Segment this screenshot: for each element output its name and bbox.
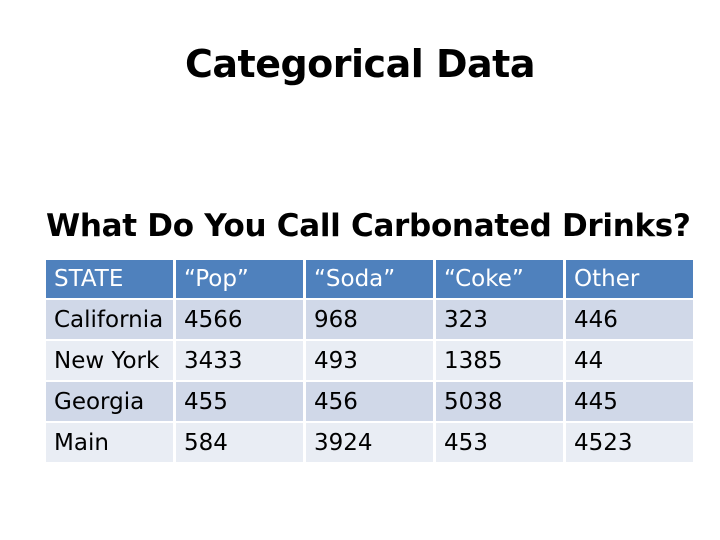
header-other: Other: [566, 260, 693, 300]
cell-pop: 3433: [176, 341, 306, 382]
cell-other: 446: [566, 300, 693, 341]
cell-soda: 493: [306, 341, 436, 382]
cell-coke: 1385: [436, 341, 566, 382]
table-row: New York 3433 493 1385 44: [46, 341, 693, 382]
cell-other: 44: [566, 341, 693, 382]
header-soda: “Soda”: [306, 260, 436, 300]
cell-coke: 323: [436, 300, 566, 341]
cell-coke: 5038: [436, 382, 566, 423]
cell-other: 445: [566, 382, 693, 423]
cell-other: 4523: [566, 423, 693, 464]
cell-state: New York: [46, 341, 176, 382]
table-header-row: STATE “Pop” “Soda” “Coke” Other: [46, 260, 693, 300]
header-coke: “Coke”: [436, 260, 566, 300]
cell-state: Georgia: [46, 382, 176, 423]
header-state: STATE: [46, 260, 176, 300]
cell-pop: 584: [176, 423, 306, 464]
table-heading: What Do You Call Carbonated Drinks?: [46, 208, 691, 244]
drinks-table: STATE “Pop” “Soda” “Coke” Other Californ…: [46, 260, 693, 464]
cell-soda: 3924: [306, 423, 436, 464]
header-pop: “Pop”: [176, 260, 306, 300]
cell-coke: 453: [436, 423, 566, 464]
table-row: Georgia 455 456 5038 445: [46, 382, 693, 423]
cell-state: California: [46, 300, 176, 341]
table-row: California 4566 968 323 446: [46, 300, 693, 341]
cell-state: Main: [46, 423, 176, 464]
cell-soda: 456: [306, 382, 436, 423]
table-row: Main 584 3924 453 4523: [46, 423, 693, 464]
cell-pop: 4566: [176, 300, 306, 341]
cell-pop: 455: [176, 382, 306, 423]
cell-soda: 968: [306, 300, 436, 341]
slide-title: Categorical Data: [185, 42, 535, 86]
